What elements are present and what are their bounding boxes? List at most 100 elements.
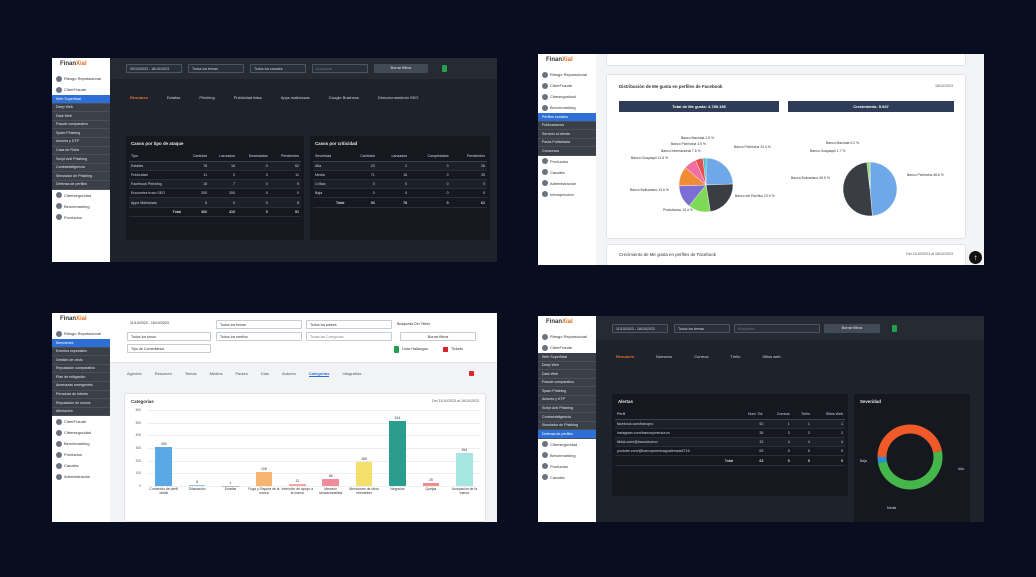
sidebar-item-simulador-de-phishing[interactable]: Simulador de Phishing (538, 421, 596, 431)
tab-autores[interactable]: Autores (281, 371, 296, 376)
scroll-top-icon[interactable]: ↑ (969, 251, 982, 264)
sidebar-item-ciberfraude[interactable]: CiberFraude (538, 80, 596, 91)
bar[interactable] (155, 447, 173, 486)
tab-estafas[interactable]: Estafas (167, 95, 181, 100)
temas-select[interactable]: Todos los temas (674, 324, 730, 333)
sidebar-item-simulador-de-phishing[interactable]: Simulador de Phishing (52, 172, 110, 181)
tab-dias[interactable]: Días (260, 371, 269, 376)
tab-medios[interactable]: Medios (209, 371, 223, 376)
temas-select[interactable]: Todos los temas (216, 320, 302, 329)
tab-trello[interactable]: Trello (730, 354, 741, 359)
sidebar-item-administracion[interactable]: Administración (538, 178, 596, 189)
sidebar-item-afectacion[interactable]: Afectación (52, 407, 110, 417)
sidebar-item-riesgo-reputacional[interactable]: Riesgo Reputacional (538, 69, 596, 80)
sidebar-item-productos[interactable]: Productos (538, 156, 596, 167)
sidebar-item-benchmarking[interactable]: Benchmarking (538, 450, 596, 461)
bar[interactable] (188, 484, 206, 486)
sidebar-item-administracion[interactable]: Administración (52, 471, 110, 482)
sidebar-item-amenazas-emergentes[interactable]: Amenazas emergentes (52, 381, 110, 391)
sidebar-item-benchmarking[interactable]: Benchmarking (538, 102, 596, 113)
sidebar-item-script-anti-phishing[interactable]: Script Anti Phishing (52, 155, 110, 164)
sidebar-item-script-anti-phishing[interactable]: Script Anti Phishing (538, 404, 596, 414)
sidebar-item-ciberseguridad[interactable]: Ciberseguridad (538, 439, 596, 450)
pie-slice[interactable] (842, 161, 873, 217)
sidebar-item-publicaciones[interactable]: Publicaciones (538, 121, 596, 131)
tab-numeros[interactable]: Números (656, 354, 673, 359)
bar[interactable] (288, 484, 306, 486)
sidebar-item-productos[interactable]: Productos (52, 449, 110, 460)
sidebar-item-introspeccion[interactable]: Introspección (538, 189, 596, 200)
date-range-picker[interactable]: 11/10/2023 - 18/10/2023 (130, 321, 169, 325)
paises-select[interactable]: Todos los paises (306, 320, 392, 329)
tickets-link[interactable]: Tickets (451, 347, 463, 351)
tonos-select[interactable]: Todos los tonos (127, 332, 211, 341)
sidebar-item-spam-phishing[interactable]: Spam Phishing (538, 387, 596, 396)
clear-filters-button[interactable]: Borrar filtros (400, 332, 476, 341)
bar[interactable] (455, 452, 473, 486)
sidebar-item-productos[interactable]: Productos (52, 212, 110, 223)
tab-sitios-web[interactable]: Sitios web (762, 354, 781, 359)
pie-slice[interactable] (705, 157, 734, 186)
sidebar-item-canales[interactable]: Canales (52, 460, 110, 471)
sidebar-item-gestion-de-crisis[interactable]: Gestión de crisis (52, 356, 110, 365)
sidebar-item-fraude-comparativo[interactable]: Fraude comparativo (52, 120, 110, 130)
clear-filters-button[interactable]: Borrar filtros (374, 64, 428, 73)
medios-select[interactable]: Todos los medios (216, 332, 302, 341)
sidebar-item-dark-web[interactable]: Dark Web (52, 112, 110, 121)
sidebar-item-ciberfraude[interactable]: CiberFraude (52, 416, 110, 427)
categorias-select[interactable]: Todas las Categorias (306, 332, 392, 341)
tab-agentes[interactable]: Agentes (127, 371, 142, 376)
date-range-picker[interactable]: 09/10/2023 - 16/10/2023 (126, 64, 182, 73)
sidebar-item-actores-y-ktp[interactable]: Actores y KTP (52, 137, 110, 147)
pie-slice[interactable] (869, 161, 898, 217)
sidebar-item-fraude-comparativo[interactable]: Fraude comparativo (538, 378, 596, 388)
ticket-icon[interactable] (443, 347, 448, 352)
tab-paises[interactable]: Países (235, 371, 248, 376)
sidebar-item-reputacion-comparativa[interactable]: Reputación comparativa (52, 364, 110, 374)
tab-direccionamiento-seo[interactable]: Direccionamiento SEO (377, 95, 419, 100)
excel-export-icon[interactable] (892, 325, 897, 332)
sidebar-item-plan-de-mitigacion[interactable]: Plan de mitigación (52, 373, 110, 382)
sidebar-item-canales[interactable]: Canales (538, 472, 596, 483)
tab-correos[interactable]: Correos (694, 354, 709, 359)
sidebar-item-deep-web[interactable]: Deep Web (538, 361, 596, 371)
pie-slice[interactable] (702, 157, 707, 186)
search-input[interactable]: Busqueda (734, 324, 820, 333)
sidebar-item-defensa-de-perfiles[interactable]: Defensa de perfiles (538, 430, 596, 439)
bar[interactable] (322, 478, 340, 486)
sidebar-item-riesgo-reputacional[interactable]: Riesgo Reputacional (538, 331, 596, 342)
tab-resumen[interactable]: Resumen (130, 95, 149, 100)
sidebar-item-ciberfraude[interactable]: CiberFraude (52, 84, 110, 95)
sidebar-item-eventos-especiales[interactable]: Eventos especiales (52, 347, 110, 357)
excel-export-icon[interactable] (394, 346, 399, 353)
tab-categorias[interactable]: Categorías (308, 371, 330, 377)
sidebar-item-ciberseguridad[interactable]: Ciberseguridad (52, 427, 110, 438)
sidebar-item-menciones[interactable]: Menciones (52, 339, 110, 348)
sidebar-item-personas-de-interes[interactable]: Personas de interés (52, 390, 110, 400)
sidebar-item-productos[interactable]: Productos (538, 461, 596, 472)
sidebar-item-canales[interactable]: Canales (538, 167, 596, 178)
lista-hallazgos-link[interactable]: Lista Hallazgos (402, 347, 428, 351)
sidebar-item-riesgo-reputacional[interactable]: Riesgo Reputacional (52, 328, 110, 339)
sidebar-item-pauta-publicitaria[interactable]: Pauta Publicitaria (538, 138, 596, 148)
sidebar-item-ciberseguridad[interactable]: Ciberseguridad (52, 190, 110, 201)
temas-select[interactable]: Todos los temas (188, 64, 244, 73)
sidebar-item-concursos[interactable]: Concursos (538, 147, 596, 156)
sidebar-item-reputacion-de-socios[interactable]: Reputación de socios (52, 399, 110, 408)
tab-google-business[interactable]: Google Business (328, 95, 359, 100)
bar[interactable] (389, 420, 406, 486)
sidebar-item-servicio-al-cliente[interactable]: Servicio al cliente (538, 130, 596, 139)
bar[interactable] (422, 482, 440, 486)
sidebar-item-benchmarking[interactable]: Benchmarking (52, 438, 110, 449)
sidebar-item-benchmarking[interactable]: Benchmarking (52, 201, 110, 212)
bar[interactable] (355, 462, 373, 486)
sidebar-item-perfiles-sociales[interactable]: Perfiles sociales (538, 113, 596, 122)
search-input[interactable]: Búsqueda Din Titleto (397, 322, 431, 326)
sidebar-item-deep-web[interactable]: Deep Web (52, 103, 110, 113)
sidebar-item-contrainteligencia[interactable]: Contrainteligencia (52, 163, 110, 173)
sidebar-item-ciberfraude[interactable]: CiberFraude (538, 342, 596, 353)
tab-apps-maliciosas[interactable]: Apps maliciosas (280, 95, 310, 100)
search-input[interactable]: Busqueda (312, 64, 368, 73)
bar[interactable] (222, 485, 239, 487)
sidebar-item-contrainteligencia[interactable]: Contrainteligencia (538, 413, 596, 422)
